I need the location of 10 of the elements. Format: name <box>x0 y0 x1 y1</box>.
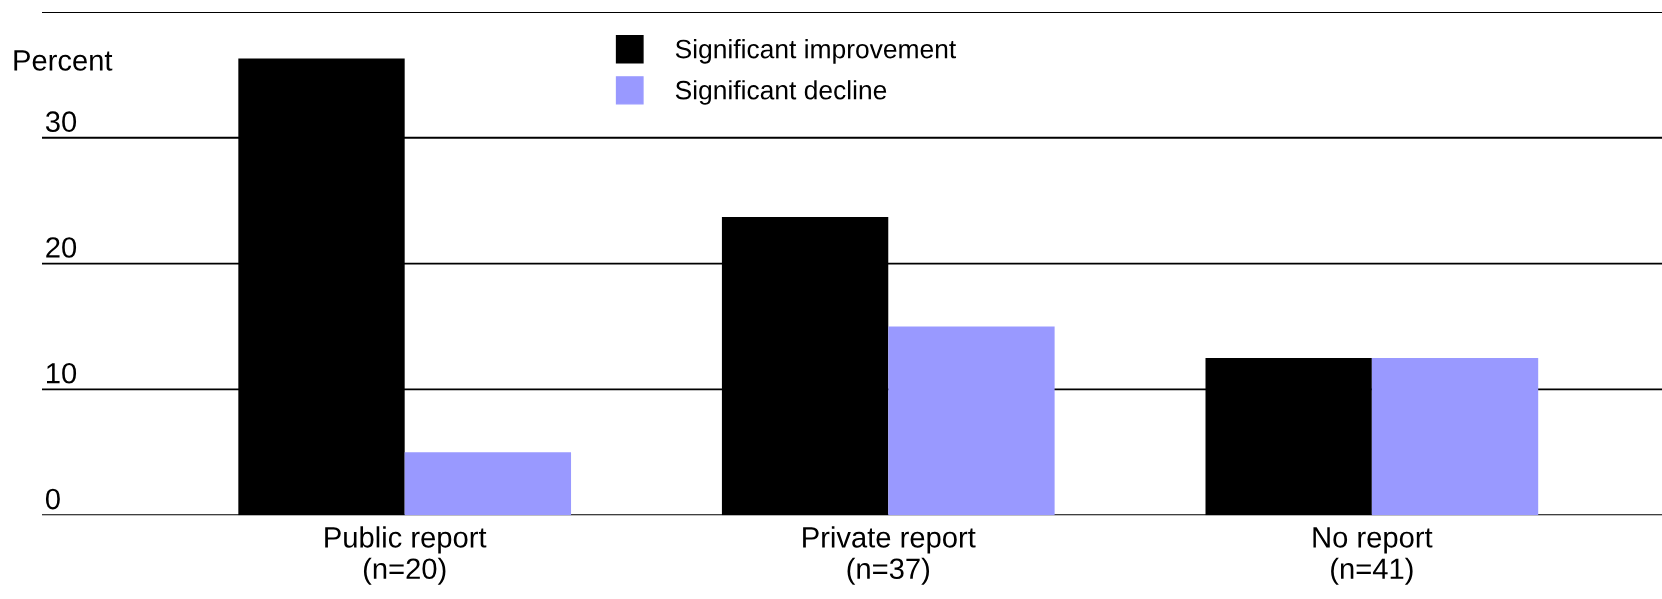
legend-label: Significant improvement <box>675 39 957 64</box>
y-tick-label: 10 <box>47 362 77 384</box>
x-tick-label: No report (n=41) <box>1313 527 1433 585</box>
legend-label: Significant decline <box>675 80 887 105</box>
x-tick-label: Public report (n=20) <box>325 526 487 585</box>
y-tick-label: 20 <box>46 237 77 258</box>
y-tick-label: 0 <box>45 488 60 510</box>
y-axis-title: Percent <box>14 50 113 71</box>
x-tick-label: Private report (n=37) <box>803 526 976 585</box>
y-tick-label: 30 <box>45 111 77 133</box>
